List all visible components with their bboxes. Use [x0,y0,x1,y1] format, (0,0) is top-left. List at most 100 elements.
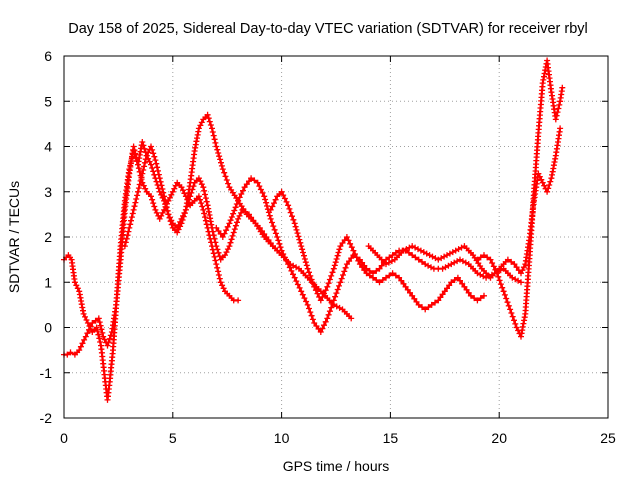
data-point-marker [267,206,274,213]
data-point-marker [180,187,186,194]
data-point-marker [280,251,287,257]
data-point-marker [154,164,161,171]
y-tick-label: 1 [44,274,52,290]
data-point-marker [332,293,339,300]
data-point-marker [389,252,396,259]
data-point-marker [134,192,141,199]
data-point-marker [547,178,554,185]
data-point-marker [215,249,222,256]
data-point-marker [97,322,104,329]
data-point-marker [198,200,205,207]
data-point-marker [137,177,144,184]
data-point-marker [549,171,555,178]
series-satellite-pass-6 [365,125,564,281]
data-point-marker [451,277,458,283]
data-point-marker [231,207,238,214]
data-point-marker [195,193,202,200]
data-point-marker [127,221,134,228]
data-point-marker [232,204,239,211]
data-point-marker [298,288,305,295]
data-point-marker [162,196,168,203]
data-point-marker [474,297,481,304]
data-point-marker [348,315,355,322]
data-point-marker [554,109,561,116]
data-point-marker [337,279,344,286]
data-point-marker [209,129,216,135]
data-point-marker [296,236,303,243]
data-point-marker [215,150,222,156]
data-point-marker [168,221,175,228]
data-point-marker [309,316,316,323]
data-point-marker [501,291,508,298]
data-point-marker [269,203,276,210]
data-point-marker [299,291,306,298]
data-point-marker [141,163,148,170]
data-point-marker [457,277,463,284]
data-point-marker [257,186,264,193]
data-point-marker [92,317,99,324]
data-point-marker [355,257,362,264]
data-point-marker [293,278,300,285]
data-point-marker [233,201,240,207]
data-point-marker [149,165,156,171]
y-tick-label: -1 [40,365,53,381]
data-point-marker [409,252,416,259]
data-point-marker [223,177,230,183]
data-point-marker [392,272,399,279]
data-point-marker [269,219,275,226]
data-point-marker [256,183,263,190]
data-point-marker [290,271,296,278]
data-point-marker [261,193,268,200]
data-point-marker [212,239,219,246]
data-point-marker [200,184,207,191]
data-point-marker [487,256,494,263]
data-point-marker [216,153,223,160]
data-point-marker [128,217,134,224]
data-point-marker [336,246,343,253]
data-point-marker [343,234,350,240]
data-point-marker [84,330,91,337]
data-point-marker [287,209,294,216]
data-point-marker [496,277,503,284]
data-point-marker [326,308,333,315]
data-point-marker [96,319,103,326]
data-point-marker [481,292,487,299]
data-point-marker [259,189,266,196]
data-point-marker [419,258,425,265]
data-point-marker [335,249,342,256]
data-point-marker [93,324,100,331]
data-point-marker [105,339,112,346]
data-point-marker [162,200,169,207]
data-point-marker [329,269,336,276]
data-point-marker [348,244,355,251]
data-point-marker [317,329,324,335]
data-point-marker [202,191,208,198]
data-point-marker [363,270,370,277]
y-tick-label: 0 [44,320,52,336]
data-point-marker [306,269,312,276]
data-point-marker [500,288,507,295]
data-point-marker [504,299,511,306]
data-point-marker [301,256,308,262]
data-point-marker [164,207,171,214]
data-point-marker [141,145,148,152]
data-point-marker [415,301,422,308]
data-point-marker [350,247,357,254]
data-point-marker [86,326,92,333]
data-point-marker [123,235,130,242]
data-point-marker [386,254,393,261]
data-point-marker [379,277,386,283]
data-point-marker [340,272,346,278]
data-point-marker [345,237,352,244]
data-point-marker [135,185,142,192]
data-point-marker [304,301,311,308]
data-point-marker [216,275,223,282]
data-point-marker [307,309,314,316]
data-point-marker [347,240,354,247]
data-point-marker [87,323,94,330]
data-point-marker [553,112,560,119]
data-point-marker [215,272,222,278]
data-point-marker [507,306,514,313]
data-point-marker [520,264,527,271]
data-point-marker [238,191,245,197]
